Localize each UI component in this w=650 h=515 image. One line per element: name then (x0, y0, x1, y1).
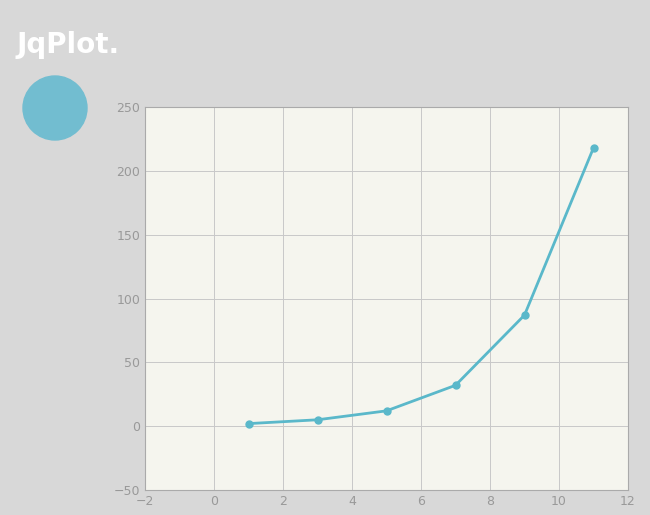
Text: JqPlot.: JqPlot. (16, 31, 120, 59)
Ellipse shape (23, 76, 87, 140)
